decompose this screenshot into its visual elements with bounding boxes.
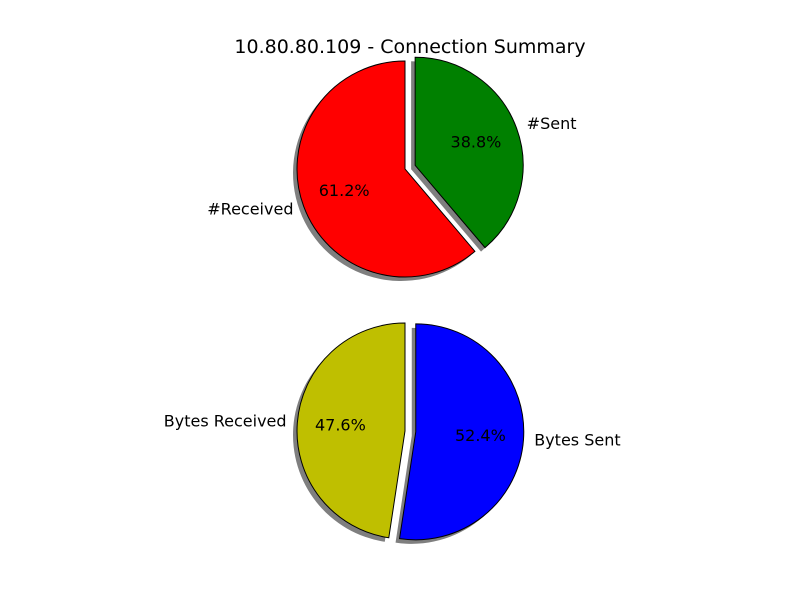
pie-slice-received <box>296 60 476 278</box>
pie-slice-bytes-received <box>296 322 406 539</box>
pie-slice-bytes-sent <box>398 323 525 541</box>
pie-slice-sent <box>414 56 524 249</box>
pie-percent-label: 52.4% <box>455 426 506 445</box>
pie-category-label: Bytes Received <box>164 412 287 431</box>
pie-percent-label: 61.2% <box>319 181 370 200</box>
pie-percent-label: 38.8% <box>451 132 502 151</box>
pie-category-label: #Sent <box>527 114 577 133</box>
pie-chart-bytes: 47.6% Bytes Received 52.4% Bytes Sent <box>164 322 621 544</box>
pie-category-label: Bytes Sent <box>534 430 620 449</box>
pie-chart-packets: 61.2% #Received 38.8% #Sent <box>207 56 577 281</box>
pie-percent-label: 47.6% <box>315 416 366 435</box>
chart-title: 10.80.80.109 - Connection Summary <box>234 36 585 58</box>
pie-category-label: #Received <box>207 199 293 218</box>
